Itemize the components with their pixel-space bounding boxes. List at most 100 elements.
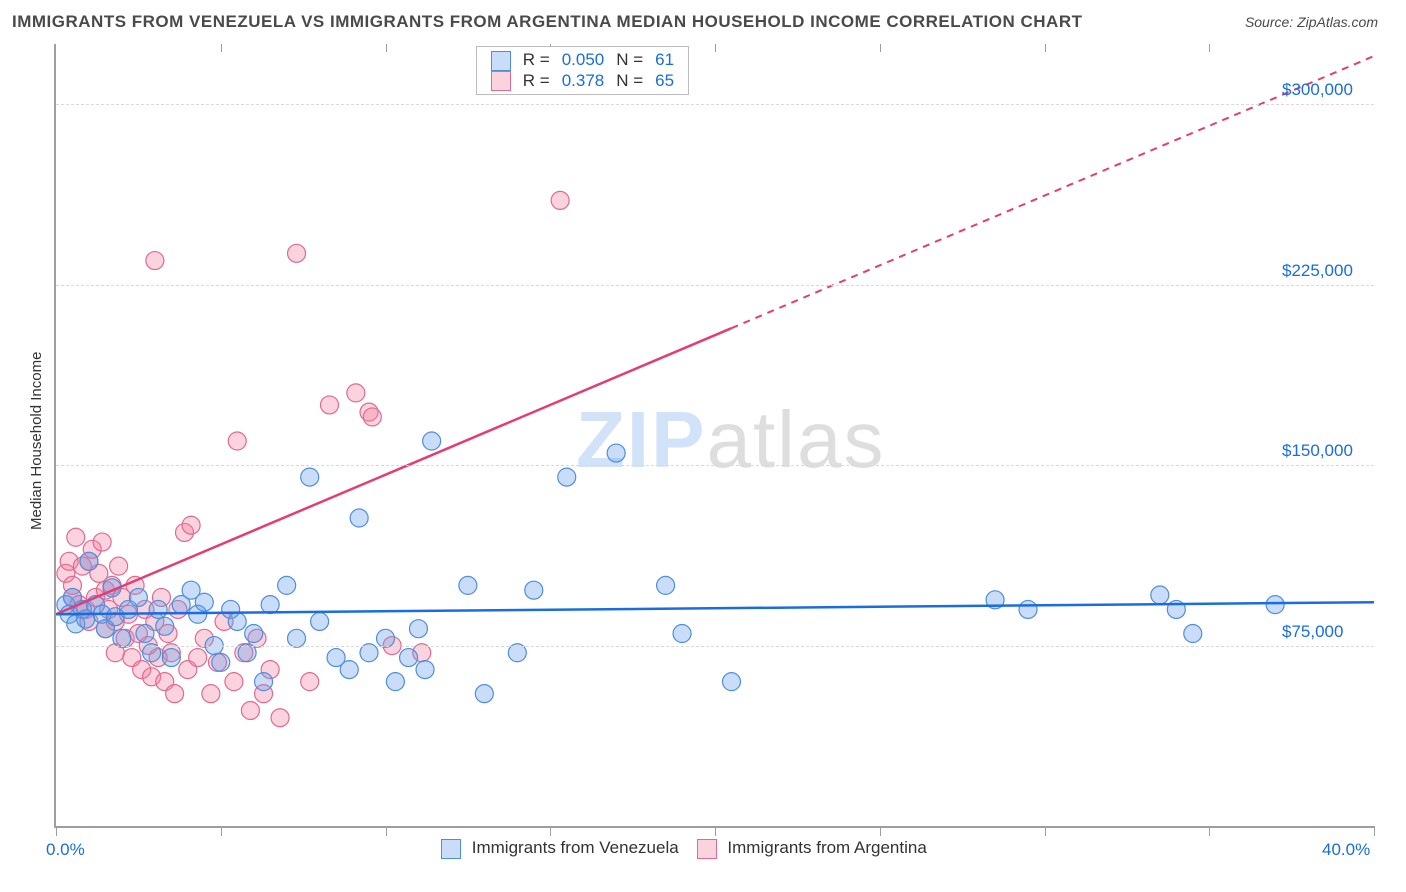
point-venezuela <box>459 576 477 594</box>
point-venezuela <box>212 653 230 671</box>
point-argentina <box>320 396 338 414</box>
point-argentina <box>225 673 243 691</box>
point-venezuela <box>261 596 279 614</box>
y-tick-label: $300,000 <box>1282 80 1353 100</box>
point-venezuela <box>156 617 174 635</box>
point-argentina <box>347 384 365 402</box>
gridline <box>56 285 1374 286</box>
y-tick-label: $225,000 <box>1282 261 1353 281</box>
x-tick <box>1045 826 1046 836</box>
point-venezuela <box>136 625 154 643</box>
legend-label-venezuela: Immigrants from Venezuela <box>472 838 679 857</box>
point-venezuela <box>1184 625 1202 643</box>
x-tick-top <box>1045 44 1046 52</box>
point-venezuela <box>129 588 147 606</box>
point-venezuela <box>416 661 434 679</box>
point-argentina <box>202 685 220 703</box>
legend-r-value: 0.378 <box>556 71 611 92</box>
x-tick-top <box>715 44 716 52</box>
point-venezuela <box>409 620 427 638</box>
point-venezuela <box>607 444 625 462</box>
point-venezuela <box>301 468 319 486</box>
y-tick-label: $75,000 <box>1282 622 1343 642</box>
point-venezuela <box>195 593 213 611</box>
point-venezuela <box>311 612 329 630</box>
point-venezuela <box>657 576 675 594</box>
x-tick <box>386 826 387 836</box>
point-venezuela <box>386 673 404 691</box>
plot-area: ZIPatlas <box>54 44 1374 828</box>
point-argentina <box>228 432 246 450</box>
point-argentina <box>110 557 128 575</box>
legend-r-label: R = <box>517 71 556 92</box>
legend-swatch <box>491 71 511 91</box>
x-tick <box>56 826 57 836</box>
trend-line <box>56 328 731 614</box>
point-argentina <box>271 709 289 727</box>
point-argentina <box>551 191 569 209</box>
legend-swatch-argentina <box>697 839 717 859</box>
gridline <box>56 104 1374 105</box>
point-venezuela <box>245 625 263 643</box>
point-venezuela <box>722 673 740 691</box>
legend-swatch <box>491 51 511 71</box>
point-venezuela <box>80 552 98 570</box>
point-argentina <box>363 408 381 426</box>
point-argentina <box>182 516 200 534</box>
point-venezuela <box>162 649 180 667</box>
point-venezuela <box>228 612 246 630</box>
point-venezuela <box>673 625 691 643</box>
gridline <box>56 465 1374 466</box>
x-axis-min-label: 0.0% <box>46 840 85 860</box>
point-venezuela <box>340 661 358 679</box>
x-tick <box>550 826 551 836</box>
chart-title: IMMIGRANTS FROM VENEZUELA VS IMMIGRANTS … <box>12 12 1083 32</box>
legend-label-argentina: Immigrants from Argentina <box>727 838 926 857</box>
legend-series: Immigrants from Venezuela Immigrants fro… <box>423 838 927 859</box>
x-tick <box>715 826 716 836</box>
point-venezuela <box>558 468 576 486</box>
x-tick <box>1209 826 1210 836</box>
point-argentina <box>166 685 184 703</box>
legend-swatch-venezuela <box>441 839 461 859</box>
gridline <box>56 646 1374 647</box>
point-argentina <box>67 528 85 546</box>
legend-n-value: 61 <box>649 50 680 71</box>
legend-r-label: R = <box>517 50 556 71</box>
source-label: Source: ZipAtlas.com <box>1245 14 1378 30</box>
point-venezuela <box>350 509 368 527</box>
point-venezuela <box>525 581 543 599</box>
plot-svg <box>56 44 1374 826</box>
trend-line-extrapolated <box>731 56 1374 328</box>
point-venezuela <box>1151 586 1169 604</box>
point-venezuela <box>400 649 418 667</box>
legend-stats-box: R =0.050N =61 R =0.378N =65 <box>476 46 689 95</box>
point-venezuela <box>255 673 273 691</box>
y-axis-title: Median Household Income <box>28 352 45 530</box>
point-argentina <box>93 533 111 551</box>
point-venezuela <box>1266 596 1284 614</box>
x-tick <box>880 826 881 836</box>
point-venezuela <box>1019 600 1037 618</box>
x-tick-top <box>386 44 387 52</box>
x-axis-max-label: 40.0% <box>1322 840 1370 860</box>
legend-n-value: 65 <box>649 71 680 92</box>
point-venezuela <box>475 685 493 703</box>
point-argentina <box>146 252 164 270</box>
point-venezuela <box>423 432 441 450</box>
point-venezuela <box>278 576 296 594</box>
x-tick-top <box>880 44 881 52</box>
legend-n-label: N = <box>610 71 649 92</box>
point-argentina <box>189 649 207 667</box>
x-tick <box>221 826 222 836</box>
legend-r-value: 0.050 <box>556 50 611 71</box>
point-venezuela <box>149 600 167 618</box>
y-tick-label: $150,000 <box>1282 441 1353 461</box>
x-tick <box>1374 826 1375 836</box>
point-argentina <box>301 673 319 691</box>
point-argentina <box>288 244 306 262</box>
x-tick-top <box>1209 44 1210 52</box>
point-argentina <box>241 702 259 720</box>
legend-n-label: N = <box>610 50 649 71</box>
x-tick-top <box>221 44 222 52</box>
